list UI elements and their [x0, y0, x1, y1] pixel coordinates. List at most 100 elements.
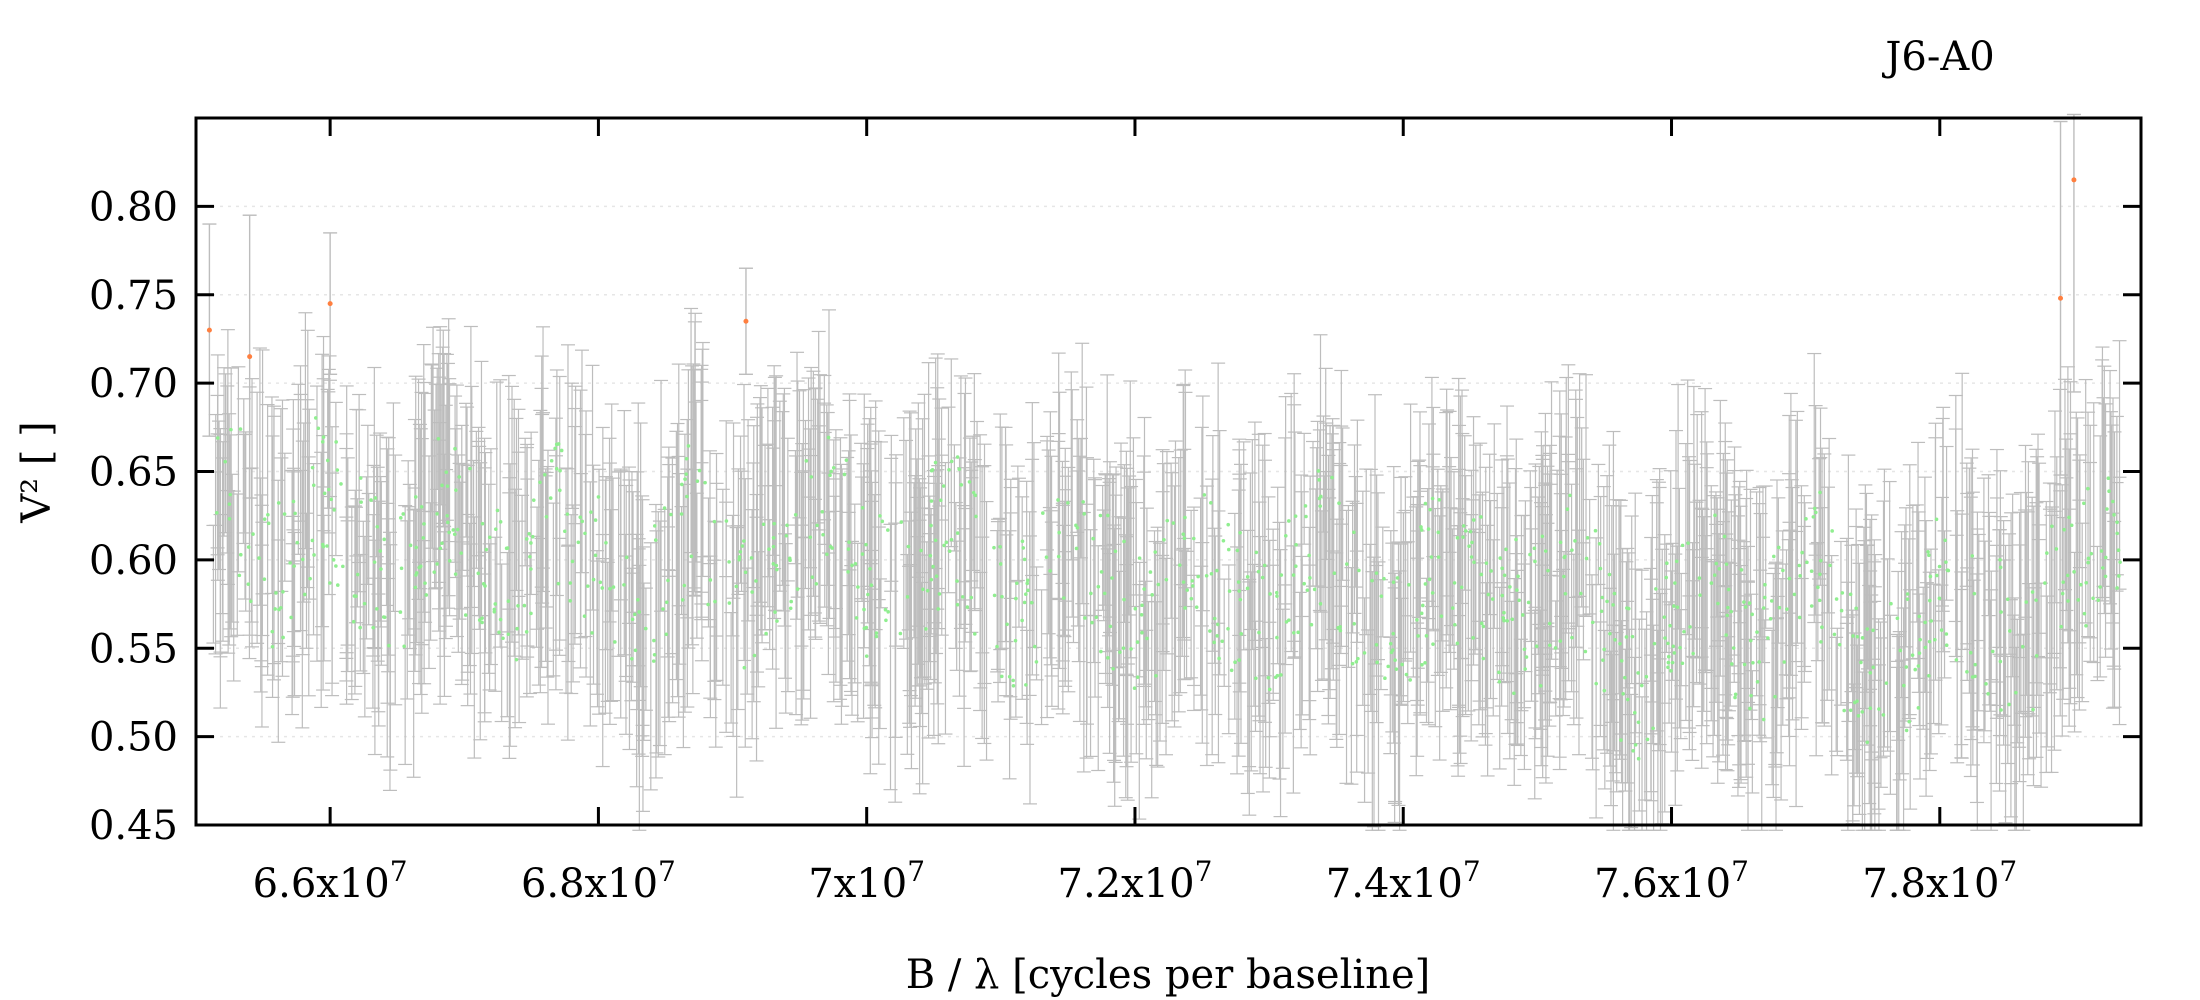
data-point [1310, 420, 1325, 693]
data-point [636, 582, 651, 741]
data-point [253, 477, 268, 693]
data-point [834, 463, 849, 725]
data-point [1019, 480, 1034, 725]
data-point [586, 464, 601, 685]
data-point [1883, 614, 1898, 795]
data-point [1178, 369, 1193, 589]
data-point [1919, 582, 1934, 760]
data-point [1064, 371, 1079, 561]
data-point [919, 541, 934, 690]
data-point [863, 443, 878, 565]
data-point [1653, 592, 1668, 831]
data-point [1948, 428, 1963, 623]
data-point [371, 500, 386, 727]
data-point [873, 441, 888, 609]
data-point [2010, 618, 2025, 744]
data-point [1167, 485, 1182, 728]
data-point [401, 460, 416, 636]
data-point [1011, 477, 1026, 628]
data-point [2059, 477, 2074, 612]
data-point [1119, 536, 1134, 677]
data-point [1538, 514, 1553, 784]
data-point [567, 425, 582, 645]
data-point [1890, 633, 1905, 831]
data-point [1591, 463, 1606, 586]
data-point [1318, 471, 1333, 588]
data-point [1152, 542, 1167, 742]
data-point [1584, 574, 1599, 759]
data-point [286, 467, 301, 648]
data-point [633, 422, 648, 688]
data-point [750, 403, 765, 607]
data-point [1487, 423, 1502, 629]
data-point [360, 424, 375, 585]
data-point [953, 375, 968, 630]
data-point [1768, 567, 1783, 768]
data-point [1500, 458, 1515, 735]
data-point [494, 563, 509, 723]
data-point [208, 413, 223, 526]
data-point [370, 466, 385, 662]
data-point [1781, 539, 1796, 738]
data-point [1302, 564, 1317, 721]
data-point [438, 468, 453, 627]
data-point [1910, 530, 1925, 660]
data-point [236, 398, 251, 534]
data-point [462, 522, 477, 667]
data-point [1258, 637, 1273, 768]
data-point [1909, 504, 1924, 623]
data-point [412, 561, 427, 685]
data-point [1645, 494, 1660, 703]
data-point [275, 399, 290, 677]
data-point [776, 393, 791, 612]
data-point [1815, 507, 1830, 724]
data-point [277, 452, 292, 582]
data-point [902, 565, 917, 724]
data-point [1719, 472, 1734, 741]
data-point [1193, 497, 1208, 696]
data-point [1412, 459, 1427, 618]
data-point [552, 375, 567, 641]
data-point [843, 434, 858, 693]
data-point [734, 470, 749, 593]
data-point [2055, 484, 2070, 737]
data-point [1807, 352, 1822, 624]
data-point [669, 430, 684, 681]
data-point [638, 587, 653, 711]
data-point [1492, 586, 1507, 770]
data-point [687, 321, 702, 589]
data-point [1877, 468, 1892, 748]
data-point [2069, 411, 2084, 676]
data-point [1026, 442, 1041, 648]
data-point [1548, 600, 1563, 717]
data-point [522, 552, 537, 695]
data-point [2062, 508, 2077, 727]
data-point [1606, 624, 1621, 831]
data-point [1231, 489, 1246, 757]
data-point [339, 433, 354, 705]
data-point [826, 439, 841, 703]
data-point [1576, 542, 1591, 661]
data-point [2086, 402, 2101, 664]
data-point [533, 409, 548, 694]
data-point [1455, 389, 1470, 605]
data-point [1797, 495, 1812, 683]
data-point [1322, 497, 1337, 691]
data-point [1394, 476, 1409, 705]
data-point [1369, 474, 1384, 724]
data-point [1603, 650, 1618, 807]
data-point [1937, 530, 1952, 679]
data-point [1513, 638, 1528, 757]
data-point [1147, 530, 1162, 703]
data-point [1155, 449, 1170, 625]
data-point [1292, 591, 1307, 731]
data-point [1695, 508, 1710, 727]
data-point [1797, 502, 1812, 673]
data-point [1981, 474, 1996, 617]
data-point [1433, 485, 1448, 674]
data-point [1221, 564, 1236, 735]
data-point [695, 341, 710, 578]
data-point [737, 383, 752, 662]
data-point [477, 467, 492, 723]
data-point [1233, 463, 1248, 744]
